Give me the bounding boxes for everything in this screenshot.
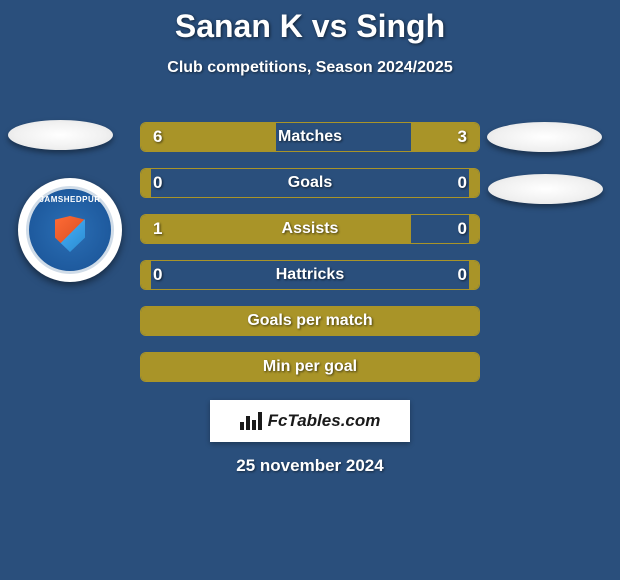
stat-label: Hattricks bbox=[141, 261, 479, 289]
team-badge-label: JAMSHEDPUR bbox=[39, 195, 100, 204]
stat-value-left: 6 bbox=[153, 123, 162, 151]
stat-label: Matches bbox=[141, 123, 479, 151]
stat-label: Assists bbox=[141, 215, 479, 243]
stat-value-left: 0 bbox=[153, 169, 162, 197]
stat-row: Hattricks0 0 bbox=[140, 260, 480, 290]
stat-value-left: 0 bbox=[153, 261, 162, 289]
stat-row: Assists1 0 bbox=[140, 214, 480, 244]
stat-label: Min per goal bbox=[141, 353, 479, 381]
infographic-container: Sanan K vs Singh Club competitions, Seas… bbox=[0, 0, 620, 580]
stat-value-right: 0 bbox=[458, 261, 467, 289]
stat-row: Goals per match bbox=[140, 306, 480, 336]
stat-label: Goals bbox=[141, 169, 479, 197]
team-badge-inner: JAMSHEDPUR bbox=[26, 186, 114, 274]
team-logo-placeholder-right-2 bbox=[488, 174, 603, 204]
shield-icon bbox=[55, 216, 85, 252]
stat-row: Goals0 0 bbox=[140, 168, 480, 198]
page-subtitle: Club competitions, Season 2024/2025 bbox=[0, 59, 620, 77]
brand-text: FcTables.com bbox=[268, 411, 381, 431]
stat-value-right: 0 bbox=[458, 169, 467, 197]
footer-date: 25 november 2024 bbox=[0, 456, 620, 476]
page-title: Sanan K vs Singh bbox=[0, 0, 620, 45]
stat-value-right: 0 bbox=[458, 215, 467, 243]
team-logo-placeholder-right-1 bbox=[487, 122, 602, 152]
comparison-bars: Matches63Goals00Assists10Hattricks00Goal… bbox=[140, 122, 480, 398]
team-badge-left: JAMSHEDPUR bbox=[18, 178, 122, 282]
team-logo-placeholder-left bbox=[8, 120, 113, 150]
stat-value-right: 3 bbox=[458, 123, 467, 151]
brand-footer: FcTables.com bbox=[210, 400, 410, 442]
stat-row: Min per goal bbox=[140, 352, 480, 382]
bars-icon bbox=[240, 412, 262, 430]
stat-label: Goals per match bbox=[141, 307, 479, 335]
stat-row: Matches6 3 bbox=[140, 122, 480, 152]
stat-value-left: 1 bbox=[153, 215, 162, 243]
